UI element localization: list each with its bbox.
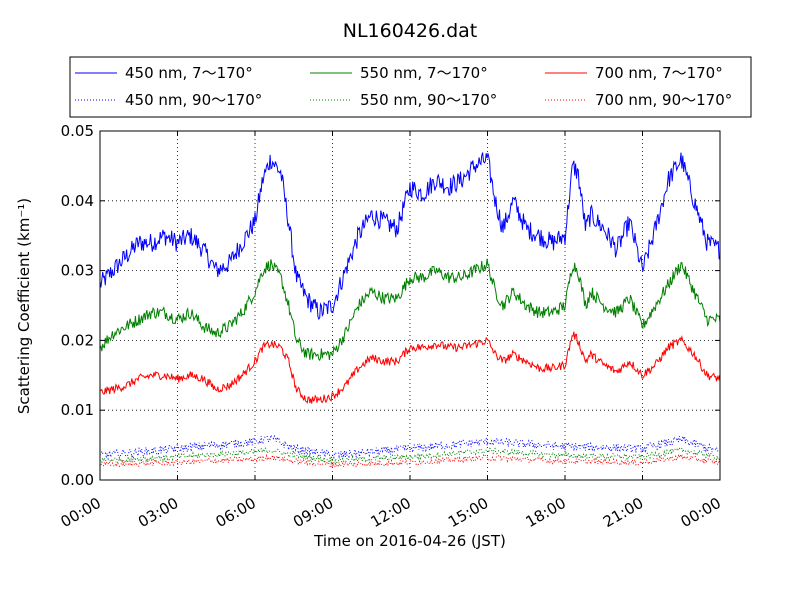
legend-label-3: 450 nm, 90～170° <box>125 91 262 109</box>
grid <box>100 131 720 480</box>
series-line-4 <box>99 446 721 464</box>
y-axis-label: Scattering Coefficient (km⁻¹) <box>15 198 33 414</box>
axis-ticks: 00:00 03:00 06:00 09:00 12:00 15:00 18:00 21:00… <box>58 122 724 531</box>
series-line-0 <box>99 152 721 321</box>
x-tick-label: 21:00 <box>600 494 646 531</box>
x-tick-label: 18:00 <box>523 494 569 531</box>
x-tick-label: 03:00 <box>135 494 181 531</box>
x-axis-label: Time on 2016-04-26 (JST) <box>313 532 506 550</box>
legend-label-1: 550 nm, 7～170° <box>360 64 488 82</box>
y-tick-label: 0.00 <box>61 471 94 489</box>
series-group <box>99 152 721 469</box>
chart-title: NL160426.dat <box>343 20 478 42</box>
x-tick-label: 00:00 <box>58 494 104 531</box>
x-tick-label: 12:00 <box>368 494 414 531</box>
legend-label-0: 450 nm, 7～170° <box>125 64 253 82</box>
y-tick-label: 0.03 <box>61 262 94 280</box>
series-line-1 <box>99 258 721 362</box>
x-tick-label: 00:00 <box>678 494 724 531</box>
y-tick-label: 0.04 <box>61 192 94 210</box>
y-tick-label: 0.02 <box>61 331 94 349</box>
x-tick-label: 09:00 <box>290 494 336 531</box>
x-tick-label: 15:00 <box>445 494 491 531</box>
legend-box <box>69 56 752 118</box>
y-tick-label: 0.01 <box>61 401 94 419</box>
legend-label-5: 700 nm, 90～170° <box>595 91 732 109</box>
legend: 450 nm, 7～170° 550 nm, 7～170° 700 nm, 7～17… <box>69 56 752 118</box>
legend-label-2: 700 nm, 7～170° <box>595 64 723 82</box>
series-line-5 <box>99 453 721 469</box>
y-tick-label: 0.05 <box>61 122 94 140</box>
legend-label-4: 550 nm, 90～170° <box>360 91 497 109</box>
series-line-2 <box>99 331 721 404</box>
x-tick-label: 06:00 <box>213 494 259 531</box>
series-line-3 <box>99 433 721 460</box>
